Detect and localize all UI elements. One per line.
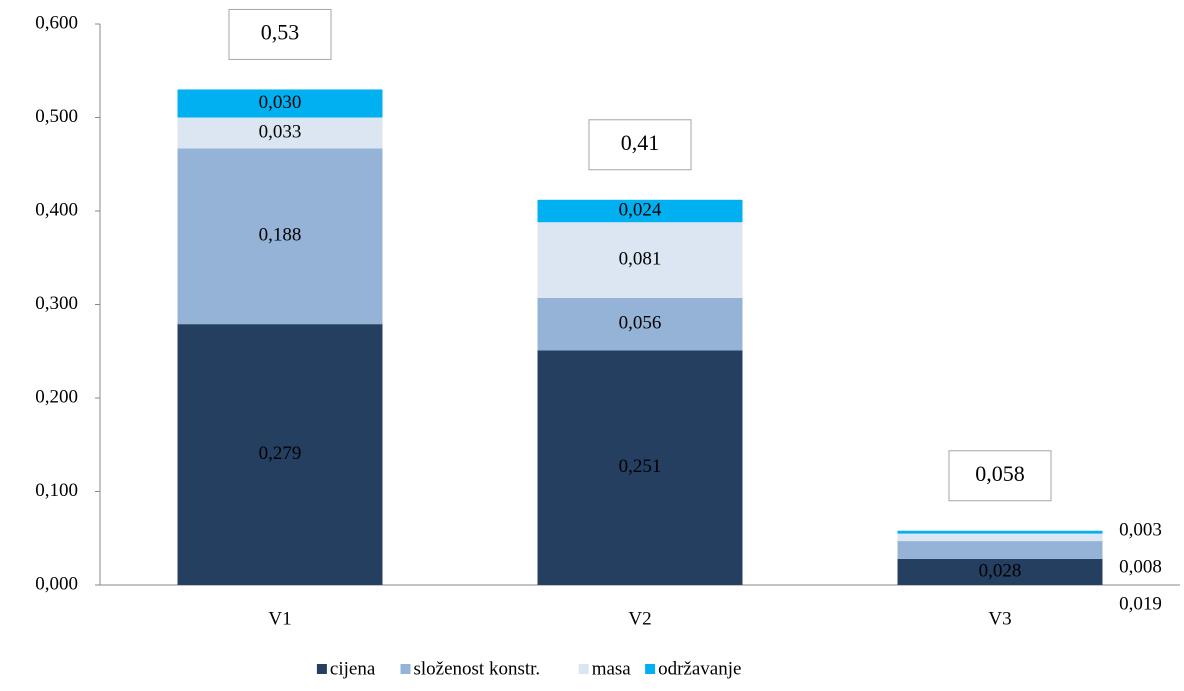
data-label: 0,251: [619, 456, 662, 477]
y-tick-label: 0,100: [35, 480, 78, 501]
data-label: 0,056: [619, 312, 662, 333]
total-box: [588, 119, 692, 171]
y-tick-label: 0,300: [35, 293, 78, 314]
bar-segment: [897, 533, 1103, 542]
total-label: 0,41: [621, 130, 660, 155]
y-tick-label: 0,500: [35, 106, 78, 127]
bar-segment: [537, 199, 743, 223]
total-box: [948, 450, 1052, 502]
bar-segment: [537, 350, 743, 585]
y-tick-label: 0,000: [35, 573, 78, 594]
bar-segment: [177, 117, 383, 149]
legend-swatch: [578, 664, 589, 674]
x-tick-label: V3: [988, 608, 1011, 629]
bar-segment: [177, 324, 383, 585]
y-tick-label: 0,200: [35, 386, 78, 407]
y-tick-label: 0,600: [35, 12, 78, 33]
legend-label: cijena: [330, 658, 376, 679]
data-label: 0,019: [1119, 593, 1162, 614]
legend-label: složenost konstr.: [414, 658, 541, 679]
legend-swatch: [400, 664, 411, 674]
data-label: 0,028: [979, 560, 1022, 581]
bar-segment: [177, 89, 383, 118]
data-label: 0,081: [619, 248, 662, 269]
bar-segment: [177, 148, 383, 325]
data-label: 0,003: [1119, 519, 1162, 540]
data-label: 0,033: [259, 121, 302, 142]
legend-swatch: [645, 664, 656, 674]
total-label: 0,53: [261, 19, 300, 44]
bar-segment: [537, 222, 743, 298]
legend-label: održavanje: [658, 658, 741, 679]
data-label: 0,030: [259, 92, 302, 113]
total-label: 0,058: [975, 461, 1025, 486]
data-label: 0,008: [1119, 556, 1162, 577]
bar-segment: [897, 530, 1103, 534]
legend-label: masa: [592, 658, 632, 679]
data-label: 0,188: [259, 225, 302, 246]
data-label: 0,024: [619, 199, 662, 220]
total-box: [228, 8, 332, 60]
legend-swatch: [316, 664, 327, 674]
bar-segment: [897, 558, 1103, 585]
data-label: 0,279: [259, 443, 302, 464]
y-tick-label: 0,400: [35, 199, 78, 220]
bar-segment: [897, 541, 1103, 559]
x-tick-label: V2: [628, 608, 651, 629]
x-tick-label: V1: [268, 608, 291, 629]
bar-segment: [537, 297, 743, 351]
